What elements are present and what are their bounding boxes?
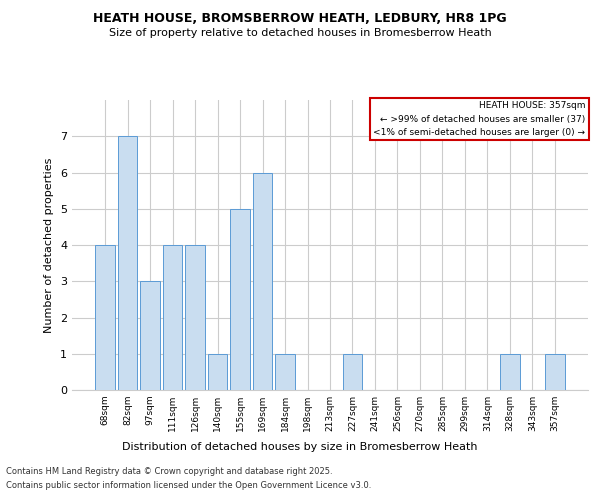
Bar <box>545 354 565 390</box>
Y-axis label: Number of detached properties: Number of detached properties <box>44 158 55 332</box>
Text: Distribution of detached houses by size in Bromesberrow Heath: Distribution of detached houses by size … <box>122 442 478 452</box>
Bar <box>185 245 205 390</box>
Text: HEATH HOUSE, BROMSBERROW HEATH, LEDBURY, HR8 1PG: HEATH HOUSE, BROMSBERROW HEATH, LEDBURY,… <box>93 12 507 26</box>
Bar <box>275 354 295 390</box>
Bar <box>140 281 160 390</box>
Bar <box>208 354 227 390</box>
Bar <box>230 209 250 390</box>
Text: Contains HM Land Registry data © Crown copyright and database right 2025.: Contains HM Land Registry data © Crown c… <box>6 468 332 476</box>
Bar <box>118 136 137 390</box>
Text: HEATH HOUSE: 357sqm
← >99% of detached houses are smaller (37)
<1% of semi-detac: HEATH HOUSE: 357sqm ← >99% of detached h… <box>373 102 586 137</box>
Bar <box>163 245 182 390</box>
Bar <box>343 354 362 390</box>
Text: Size of property relative to detached houses in Bromesberrow Heath: Size of property relative to detached ho… <box>109 28 491 38</box>
Bar <box>95 245 115 390</box>
Bar <box>253 172 272 390</box>
Bar <box>500 354 520 390</box>
Text: Contains public sector information licensed under the Open Government Licence v3: Contains public sector information licen… <box>6 481 371 490</box>
